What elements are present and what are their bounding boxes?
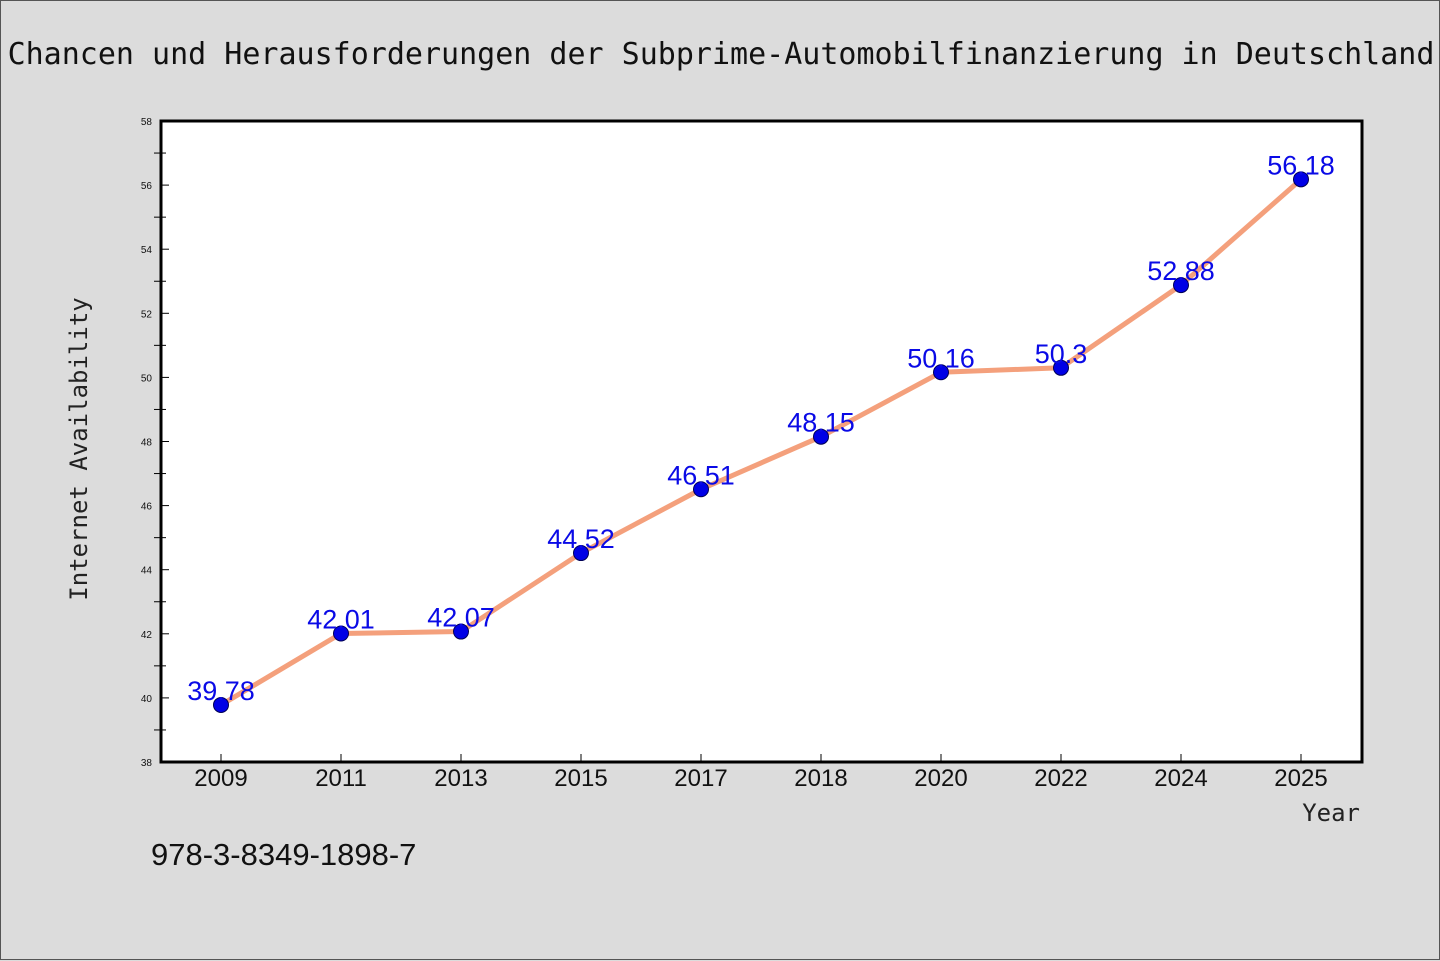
data-point xyxy=(333,625,349,642)
data-point xyxy=(453,623,469,640)
data-label: 42.01 xyxy=(307,604,375,634)
y-tick-label: 52 xyxy=(141,309,153,320)
x-tick-label: 2024 xyxy=(1154,765,1207,792)
x-tick-label: 2017 xyxy=(674,765,727,792)
x-tick-label: 2018 xyxy=(794,765,847,792)
x-tick-label: 2025 xyxy=(1274,765,1327,792)
series-markers xyxy=(213,171,1309,713)
data-label: 56.18 xyxy=(1267,150,1335,180)
data-point xyxy=(933,364,949,381)
data-label: 44.52 xyxy=(547,524,615,554)
data-label: 50.16 xyxy=(907,343,975,373)
data-point xyxy=(213,696,229,713)
series-line xyxy=(219,177,1303,708)
data-label: 42.07 xyxy=(427,603,495,633)
x-axis-ticks: 2009 2011 2013 2015 2017 2018 2020 2022 2024 2025 xyxy=(194,754,1328,792)
y-tick-label: 56 xyxy=(141,181,153,192)
data-point xyxy=(693,481,709,498)
x-tick-label: 2009 xyxy=(194,765,247,792)
y-tick-label: 46 xyxy=(141,502,153,513)
y-tick-label: 48 xyxy=(141,438,153,449)
y-tick-label: 40 xyxy=(141,694,153,705)
data-point xyxy=(1053,359,1069,376)
data-label: 48.15 xyxy=(787,408,855,438)
y-tick-label: 38 xyxy=(141,758,153,769)
data-label: 39.78 xyxy=(187,676,255,706)
x-tick-label: 2011 xyxy=(315,765,367,792)
data-point xyxy=(813,428,829,445)
y-axis-ticks: 38 40 42 44 46 48 50 52 54 56 58 xyxy=(141,117,169,769)
x-tick-label: 2020 xyxy=(914,765,967,792)
data-point xyxy=(573,545,589,562)
y-tick-label: 54 xyxy=(141,245,153,256)
x-tick-label: 2015 xyxy=(554,765,607,792)
data-label: 46.51 xyxy=(667,460,735,490)
data-point xyxy=(1173,277,1189,294)
data-labels: 39.78 42.01 42.07 44.52 46.51 48.15 50.16 50.3 5… xyxy=(187,150,1335,706)
data-point xyxy=(1293,171,1309,188)
x-tick-label: 2022 xyxy=(1034,765,1087,792)
chart-title: Chancen und Herausforderungen der Subpri… xyxy=(8,37,1435,72)
x-tick-label: 2013 xyxy=(434,765,487,792)
y-tick-label: 42 xyxy=(141,630,153,641)
y-tick-label: 44 xyxy=(141,566,153,577)
y-axis-label: Internet Availability xyxy=(65,297,93,600)
data-label: 50.3 xyxy=(1035,339,1088,369)
plot-area xyxy=(159,119,1364,764)
x-axis-label: Year xyxy=(1302,799,1360,827)
y-tick-label: 50 xyxy=(141,373,153,384)
footnote-isbn: 978-3-8349-1898-7 xyxy=(151,837,416,872)
data-label: 52.88 xyxy=(1147,256,1215,286)
y-tick-label: 58 xyxy=(141,117,153,128)
